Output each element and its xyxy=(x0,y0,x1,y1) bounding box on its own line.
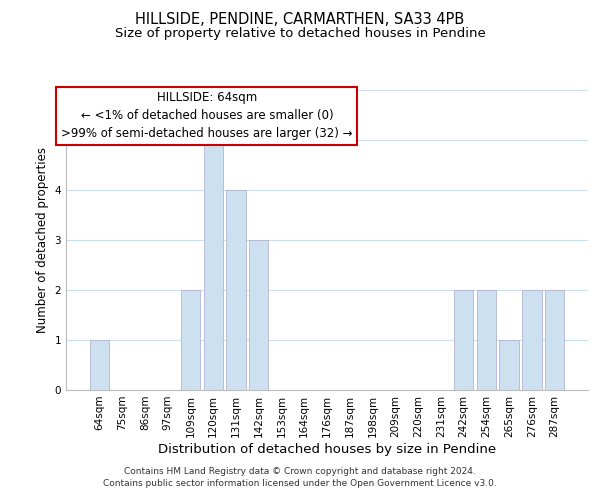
Text: Contains HM Land Registry data © Crown copyright and database right 2024.
Contai: Contains HM Land Registry data © Crown c… xyxy=(103,466,497,487)
Text: HILLSIDE: 64sqm
← <1% of detached houses are smaller (0)
>99% of semi-detached h: HILLSIDE: 64sqm ← <1% of detached houses… xyxy=(61,92,353,140)
Bar xyxy=(181,290,200,390)
Bar xyxy=(522,290,542,390)
Bar xyxy=(499,340,519,390)
Text: Size of property relative to detached houses in Pendine: Size of property relative to detached ho… xyxy=(115,28,485,40)
Bar xyxy=(90,340,109,390)
Bar xyxy=(454,290,473,390)
Bar xyxy=(203,140,223,390)
Y-axis label: Number of detached properties: Number of detached properties xyxy=(36,147,49,333)
Bar xyxy=(476,290,496,390)
X-axis label: Distribution of detached houses by size in Pendine: Distribution of detached houses by size … xyxy=(158,442,496,456)
Bar xyxy=(249,240,268,390)
Text: HILLSIDE, PENDINE, CARMARTHEN, SA33 4PB: HILLSIDE, PENDINE, CARMARTHEN, SA33 4PB xyxy=(136,12,464,28)
Bar xyxy=(545,290,564,390)
Bar xyxy=(226,190,245,390)
